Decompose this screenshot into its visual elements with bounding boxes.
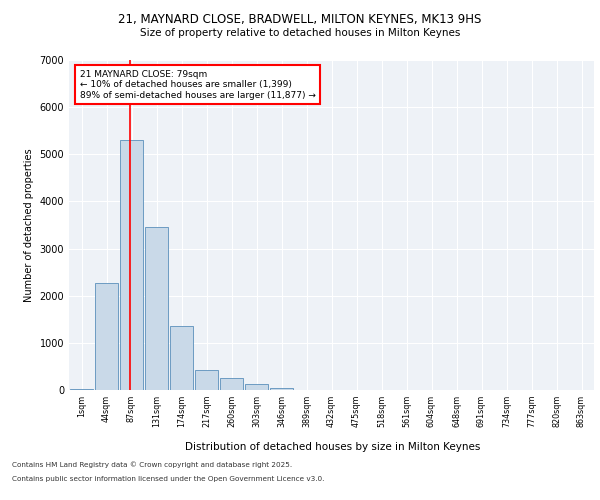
Bar bbox=[70, 388, 93, 390]
Bar bbox=[170, 326, 193, 390]
Bar bbox=[95, 282, 118, 390]
Text: Contains HM Land Registry data © Crown copyright and database right 2025.: Contains HM Land Registry data © Crown c… bbox=[12, 461, 292, 468]
Bar bbox=[220, 378, 243, 390]
Text: 21 MAYNARD CLOSE: 79sqm
← 10% of detached houses are smaller (1,399)
89% of semi: 21 MAYNARD CLOSE: 79sqm ← 10% of detache… bbox=[79, 70, 316, 100]
Text: Contains public sector information licensed under the Open Government Licence v3: Contains public sector information licen… bbox=[12, 476, 325, 482]
Text: 21, MAYNARD CLOSE, BRADWELL, MILTON KEYNES, MK13 9HS: 21, MAYNARD CLOSE, BRADWELL, MILTON KEYN… bbox=[118, 12, 482, 26]
Bar bbox=[195, 370, 218, 390]
Bar bbox=[120, 140, 143, 390]
Text: Distribution of detached houses by size in Milton Keynes: Distribution of detached houses by size … bbox=[185, 442, 481, 452]
Bar bbox=[145, 228, 168, 390]
Bar bbox=[270, 388, 293, 390]
Text: Size of property relative to detached houses in Milton Keynes: Size of property relative to detached ho… bbox=[140, 28, 460, 38]
Y-axis label: Number of detached properties: Number of detached properties bbox=[24, 148, 34, 302]
Bar bbox=[245, 384, 268, 390]
